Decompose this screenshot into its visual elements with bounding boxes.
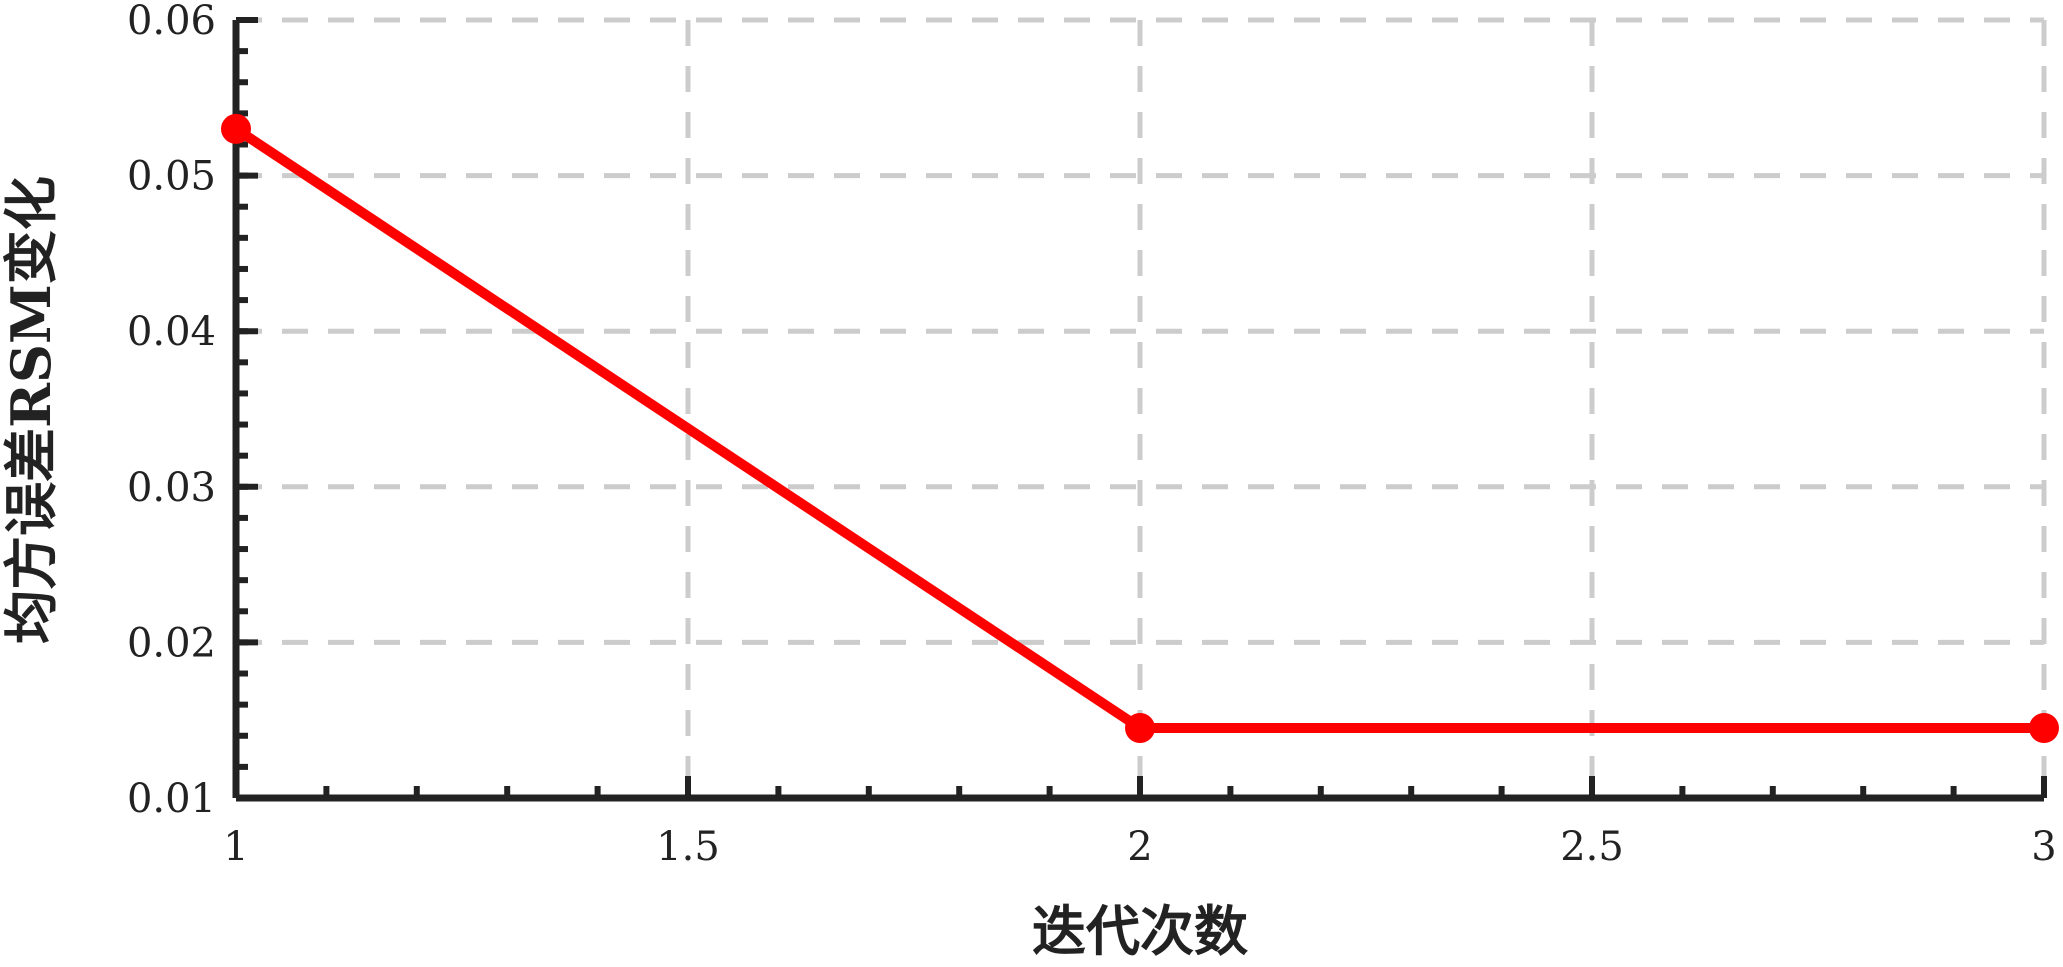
grid [236,17,2047,798]
x-tick-label: 1.5 [656,824,720,870]
y-axis-title: 均方误差RSM变化 [0,176,63,644]
x-tick-label: 1 [223,824,248,870]
y-tick-label: 0.01 [127,776,216,822]
x-axis-title: 迭代次数 [1032,899,1248,962]
y-tick-label: 0.05 [127,154,216,200]
y-tick-label: 0.06 [127,0,216,44]
data-point [2029,712,2059,743]
y-tick-label: 0.04 [127,309,216,355]
tick-labels: 1 1.5 2 2.5 3 0.01 0.02 0.03 0.04 0.05 0.06 [127,0,2057,870]
x-tick-label: 2 [1127,824,1152,870]
data-point [1125,712,1155,743]
y-tick-label: 0.02 [127,620,216,666]
y-tick-label: 0.03 [127,465,216,511]
series [221,113,2059,743]
x-tick-label: 3 [2031,824,2056,870]
data-point [221,113,251,144]
x-tick-label: 2.5 [1560,824,1624,870]
ticks [233,17,2047,801]
